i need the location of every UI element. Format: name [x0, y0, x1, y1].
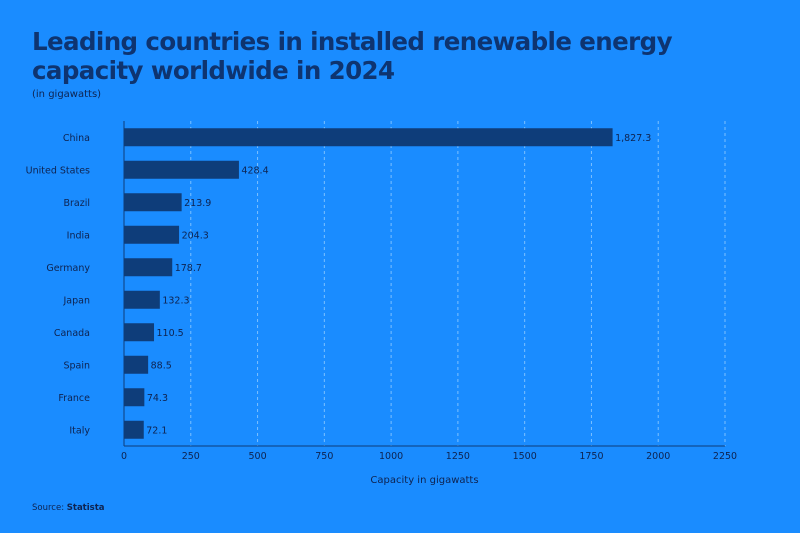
value-label: 178.7 — [175, 263, 202, 274]
x-tick-label: 1500 — [513, 451, 537, 462]
value-label: 213.9 — [184, 198, 211, 209]
chart-title: Leading countries in installed renewable… — [32, 27, 673, 85]
category-label: Italy — [69, 425, 90, 436]
value-label: 88.5 — [151, 360, 172, 371]
x-tick-label: 2250 — [713, 451, 737, 462]
category-label: Spain — [63, 360, 90, 371]
category-label: Canada — [54, 328, 90, 339]
chart-subtitle: (in gigawatts) — [32, 89, 102, 100]
x-tick-label: 0 — [121, 451, 127, 462]
category-label: Brazil — [63, 198, 90, 209]
bar — [124, 388, 145, 407]
category-label: Germany — [46, 263, 90, 274]
category-label: France — [58, 393, 90, 404]
category-label: India — [67, 230, 90, 241]
value-label: 72.1 — [146, 425, 167, 436]
bar — [124, 355, 149, 374]
bar — [124, 160, 239, 179]
x-tick-label: 750 — [315, 451, 333, 462]
value-label: 74.3 — [147, 393, 168, 404]
bar — [124, 323, 155, 342]
bar — [124, 258, 173, 277]
bar — [124, 193, 182, 212]
x-tick-label: 250 — [182, 451, 200, 462]
value-label: 132.3 — [162, 295, 189, 306]
value-label: 1,827.3 — [615, 133, 651, 144]
value-label: 110.5 — [157, 328, 184, 339]
value-label: 204.3 — [182, 230, 209, 241]
x-tick-label: 500 — [248, 451, 266, 462]
x-tick-label: 2000 — [646, 451, 670, 462]
bar — [124, 290, 160, 309]
bar — [124, 225, 180, 244]
bar — [124, 420, 144, 439]
source-note: Source: Statista — [32, 503, 105, 513]
x-tick-label: 1750 — [579, 451, 603, 462]
source-prefix: Source: — [32, 503, 65, 513]
x-tick-label: 1000 — [379, 451, 403, 462]
category-label: Japan — [63, 295, 91, 306]
bar — [124, 128, 613, 147]
category-label: United States — [26, 165, 90, 176]
x-tick-label: 1250 — [446, 451, 470, 462]
category-label: China — [63, 133, 90, 144]
x-axis-title: Capacity in gigawatts — [370, 475, 478, 486]
source-name[interactable]: Statista — [66, 503, 105, 513]
value-label: 428.4 — [241, 165, 268, 176]
